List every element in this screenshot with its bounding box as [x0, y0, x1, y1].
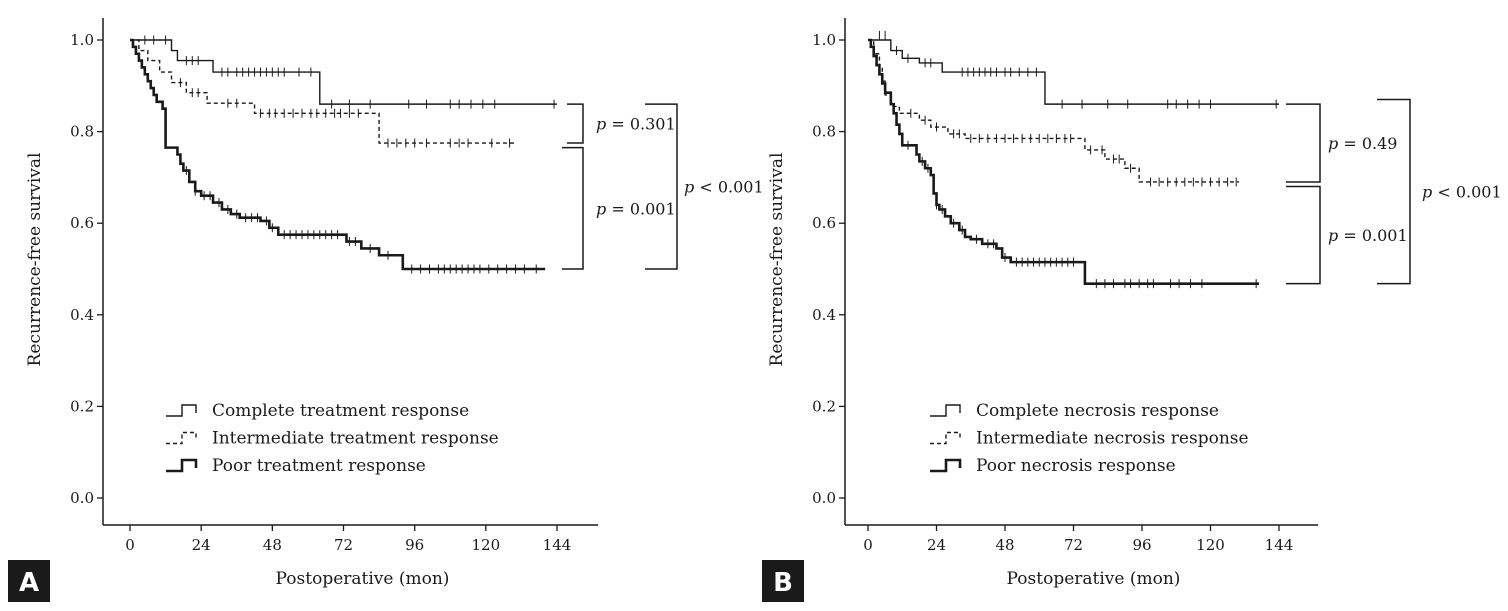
- series-line-solid: [868, 39, 1279, 105]
- legend-swatch-dashed: [930, 431, 961, 445]
- p-value-label: p = 0.49: [1328, 134, 1397, 153]
- x-tick-label: 96: [1132, 536, 1151, 554]
- legend-swatch-solid: [930, 404, 961, 417]
- x-tick-label: 24: [927, 536, 946, 554]
- y-tick-label: 0.2: [812, 397, 836, 415]
- x-tick-label: 120: [1196, 536, 1225, 554]
- x-tick-label: 48: [995, 536, 1014, 554]
- x-tick-label: 48: [263, 536, 282, 554]
- legend-swatch-thick: [930, 458, 962, 473]
- p-value-label: p = 0.001: [1328, 226, 1408, 245]
- panel-letter-box: [762, 560, 804, 602]
- legend-label: Complete necrosis response: [976, 401, 1219, 421]
- y-tick-label: 0.0: [70, 489, 94, 507]
- legend-swatch-thick: [166, 458, 198, 473]
- y-tick-label: 0.4: [70, 306, 94, 324]
- legend-label: Complete treatment response: [212, 401, 469, 421]
- y-axis-title: Recurrence-free survival: [25, 153, 45, 367]
- p-symbol: p: [684, 178, 694, 197]
- panel-letter: A: [19, 568, 39, 598]
- series-line-solid: [130, 39, 557, 105]
- x-tick-label: 144: [543, 536, 572, 554]
- y-tick-label: 0.6: [70, 214, 94, 232]
- x-tick-label: 0: [863, 536, 873, 554]
- p-value-label: p < 0.001: [1422, 183, 1502, 202]
- p-value-label: p = 0.001: [596, 199, 676, 218]
- y-tick-label: 0.8: [70, 123, 94, 141]
- p-value-text: < 0.001: [694, 178, 763, 197]
- x-tick-label: 0: [125, 536, 135, 554]
- x-axis-title: Postoperative (mon): [276, 569, 450, 589]
- p-symbol: p: [596, 199, 606, 218]
- x-tick-label: 96: [405, 536, 424, 554]
- y-tick-label: 0.0: [812, 489, 836, 507]
- series-line-dashed: [130, 39, 516, 144]
- p-value-bracket: [1377, 98, 1411, 285]
- y-tick-label: 0.8: [812, 123, 836, 141]
- panel-b: 0.0 0.2 0.4 0.6 0.8 1.0 0 24 48 72 96 120 144 Postope…: [762, 18, 1502, 602]
- p-value-label: p = 0.301: [596, 115, 676, 134]
- panel-letter: B: [773, 568, 793, 598]
- legend-label: Poor necrosis response: [976, 456, 1176, 476]
- p-value-text: = 0.001: [606, 199, 675, 218]
- p-symbol: p: [1328, 134, 1338, 153]
- panel-a: 0.0 0.2 0.4 0.6 0.8 1.0 0 24 48 72 96 120 144 Postope…: [8, 18, 764, 602]
- legend-swatch-dashed: [166, 431, 197, 445]
- x-tick-label: 120: [472, 536, 501, 554]
- p-value-bracket: [1286, 185, 1321, 285]
- p-value-text: = 0.001: [1338, 226, 1407, 245]
- p-symbol: p: [1328, 226, 1338, 245]
- p-symbol: p: [596, 115, 606, 134]
- series-line-dashed: [868, 39, 1240, 183]
- p-value-text: = 0.301: [606, 115, 675, 134]
- p-value-bracket: [567, 103, 584, 144]
- panel-letter-box: [8, 560, 50, 602]
- y-tick-label: 1.0: [812, 31, 836, 49]
- p-value-bracket: [562, 146, 584, 270]
- y-tick-label: 0.4: [812, 306, 836, 324]
- y-tick-label: 1.0: [70, 31, 94, 49]
- x-tick-label: 72: [1064, 536, 1083, 554]
- p-value-bracket: [645, 103, 678, 270]
- p-symbol: p: [1422, 183, 1432, 202]
- legend-label: Poor treatment response: [212, 456, 426, 476]
- x-tick-label: 24: [192, 536, 211, 554]
- legend-label: Intermediate treatment response: [212, 429, 499, 449]
- legend-swatch-solid: [166, 404, 197, 417]
- y-tick-label: 0.6: [812, 214, 836, 232]
- y-tick-label: 0.2: [70, 397, 94, 415]
- x-tick-label: 144: [1265, 536, 1294, 554]
- p-value-label: p < 0.001: [684, 178, 764, 197]
- legend-label: Intermediate necrosis response: [976, 429, 1249, 449]
- x-tick-label: 72: [334, 536, 353, 554]
- y-axis-title: Recurrence-free survival: [767, 153, 787, 367]
- p-value-text: = 0.49: [1338, 134, 1397, 153]
- series-line-thick: [868, 38, 1260, 285]
- p-value-bracket: [1286, 103, 1321, 183]
- x-axis-title: Postoperative (mon): [1007, 569, 1181, 589]
- p-value-text: < 0.001: [1432, 183, 1501, 202]
